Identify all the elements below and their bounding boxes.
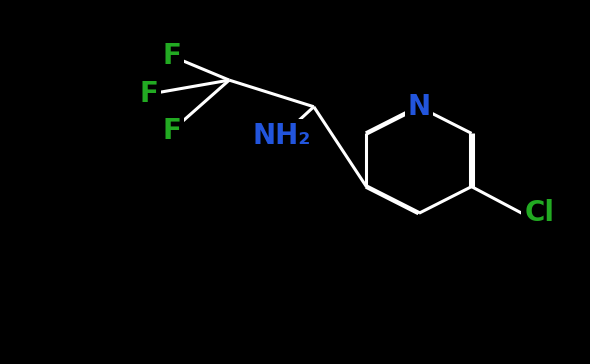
Text: N: N xyxy=(408,93,431,121)
Text: F: F xyxy=(163,116,182,145)
Text: NH₂: NH₂ xyxy=(253,122,311,150)
Text: F: F xyxy=(140,80,159,108)
Text: Cl: Cl xyxy=(524,199,554,227)
Text: F: F xyxy=(163,42,182,70)
